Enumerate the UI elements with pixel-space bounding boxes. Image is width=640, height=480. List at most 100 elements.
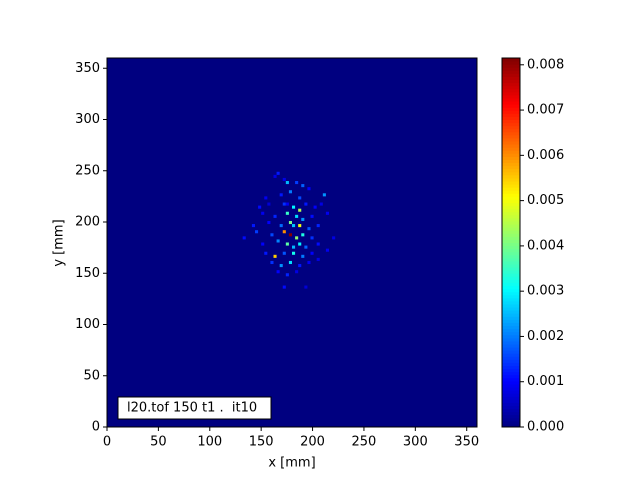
- colorbar-segment: [502, 214, 520, 219]
- heatmap-cell: [288, 260, 292, 265]
- heatmap-cell: [267, 220, 271, 225]
- colorbar-segment: [502, 273, 520, 277]
- heatmap-cell: [292, 251, 296, 255]
- heatmap-cell: [264, 196, 268, 200]
- heatmap-cell: [295, 214, 299, 218]
- colorbar-segment: [502, 230, 520, 234]
- colorbar-segment: [502, 390, 520, 394]
- y-tick-label: 150: [75, 266, 100, 281]
- heatmap-cell: [298, 208, 302, 212]
- colorbar-segment: [502, 245, 520, 250]
- colorbar-segment: [502, 220, 520, 225]
- colorbar-tick-label: 0.007: [527, 103, 564, 118]
- heatmap-cell: [270, 260, 274, 265]
- heatmap-cell: [298, 242, 302, 246]
- colorbar-segment: [502, 153, 520, 157]
- colorbar-segment: [502, 202, 520, 207]
- colorbar-segment: [502, 282, 520, 287]
- colorbar-segment: [502, 67, 520, 71]
- colorbar-segment: [502, 181, 520, 185]
- colorbar-segment: [502, 168, 520, 173]
- colorbar-segment: [502, 224, 520, 228]
- heatmap-cell: [307, 187, 311, 191]
- colorbar-segment: [502, 190, 520, 194]
- x-tick-label: 200: [300, 435, 325, 450]
- colorbar-segment: [502, 316, 520, 320]
- colorbar-segment: [502, 343, 520, 348]
- colorbar-segment: [502, 187, 520, 191]
- heatmap-cell: [322, 193, 326, 197]
- colorbar-segment: [502, 70, 520, 74]
- colorbar-tick-label: 0.006: [527, 148, 564, 163]
- colorbar-segment: [502, 380, 520, 385]
- colorbar-segment: [502, 211, 520, 216]
- colorbar-segment: [502, 239, 520, 243]
- colorbar-segment: [502, 328, 520, 333]
- x-tick-label: 350: [454, 435, 479, 450]
- x-tick-label: 100: [197, 435, 222, 450]
- colorbar-segment: [502, 417, 520, 422]
- colorbar-segment: [502, 147, 520, 151]
- y-tick-label: 200: [75, 215, 100, 230]
- heatmap-cell: [242, 236, 246, 240]
- y-tick-label: 350: [75, 61, 100, 76]
- heatmap-cell: [282, 202, 286, 206]
- colorbar-segment: [502, 276, 520, 280]
- colorbar-segment: [502, 193, 520, 197]
- colorbar-segment: [502, 208, 520, 213]
- colorbar-segment: [502, 322, 520, 327]
- colorbar-tick-label: 0.002: [527, 329, 564, 344]
- x-tick-label: 250: [352, 435, 377, 450]
- heatmap-cell: [264, 251, 268, 255]
- colorbar-segment: [502, 331, 520, 336]
- colorbar-segment: [502, 297, 520, 302]
- heatmap-cell: [292, 205, 296, 209]
- colorbar-segment: [502, 393, 520, 397]
- colorbar-segment: [502, 300, 520, 305]
- annotation: l20.tof 150 t1 . it10: [127, 401, 257, 416]
- heatmap-cell: [285, 242, 289, 246]
- colorbar-segment: [502, 304, 520, 308]
- colorbar-segment: [502, 128, 520, 133]
- colorbar-segment: [502, 101, 520, 105]
- colorbar-segment: [502, 184, 520, 188]
- colorbar-segment: [502, 159, 520, 164]
- heatmap-cell: [307, 227, 311, 231]
- colorbar-segment: [502, 307, 520, 311]
- colorbar-segment: [502, 405, 520, 410]
- heatmap-cell: [282, 251, 286, 255]
- heatmap-cell: [325, 211, 329, 215]
- heatmap-cell: [319, 202, 323, 206]
- colorbar-segment: [502, 288, 520, 293]
- colorbar-segment: [502, 325, 520, 330]
- colorbar-segment: [502, 254, 520, 259]
- heatmap-cell: [313, 205, 317, 209]
- colorbar-segment: [502, 399, 520, 403]
- heatmap-cell: [282, 177, 286, 181]
- colorbar-segment: [502, 137, 520, 142]
- colorbar-segment: [502, 353, 520, 357]
- colorbar-segment: [502, 402, 520, 406]
- heatmap-cell: [285, 202, 289, 206]
- y-tick-label: 50: [83, 368, 100, 383]
- colorbar-segment: [502, 76, 520, 81]
- heatmap-cell: [301, 217, 305, 221]
- colorbar-segment: [502, 104, 520, 108]
- colorbar-segment: [502, 217, 520, 222]
- colorbar-segment: [502, 368, 520, 373]
- colorbar-segment: [502, 257, 520, 262]
- heatmap-cell: [316, 257, 320, 261]
- colorbar-segment: [502, 58, 520, 62]
- colorbar-segment: [502, 110, 520, 114]
- heatmap-cell: [332, 236, 336, 240]
- colorbar-segment: [502, 233, 520, 237]
- colorbar-segment: [502, 94, 520, 99]
- colorbar-segment: [502, 310, 520, 314]
- heatmap-cell: [279, 193, 283, 197]
- colorbar-segment: [502, 260, 520, 265]
- colorbar-segment: [502, 377, 520, 382]
- heatmap-cell: [295, 181, 299, 185]
- heatmap-cell: [270, 233, 274, 237]
- heatmap-cell: [310, 214, 314, 218]
- heatmap-cell: [292, 245, 296, 249]
